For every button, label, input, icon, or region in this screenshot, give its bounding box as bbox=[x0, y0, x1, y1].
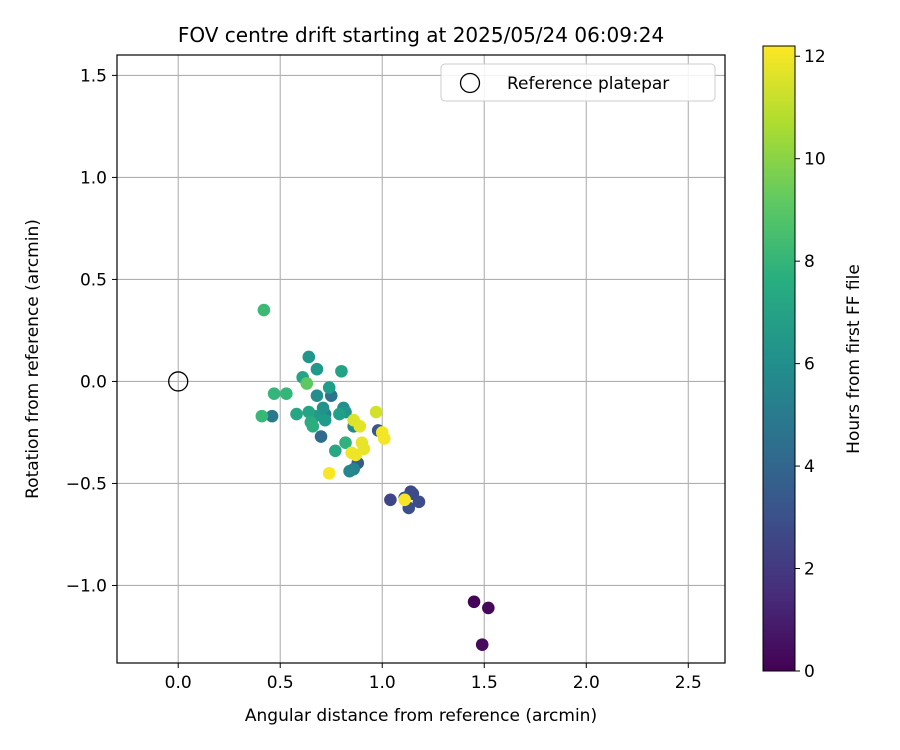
legend-box bbox=[440, 63, 716, 102]
data-point bbox=[300, 377, 314, 390]
data-points bbox=[255, 303, 495, 651]
reference-marker bbox=[168, 371, 189, 392]
colorbar-tick-label: 0 bbox=[804, 662, 815, 682]
x-tick-label: 0.5 bbox=[267, 673, 294, 693]
data-point bbox=[377, 432, 391, 445]
colorbar-tick-label: 4 bbox=[804, 457, 815, 477]
data-point bbox=[322, 381, 336, 394]
data-point bbox=[316, 401, 330, 415]
x-tick-label: 2.0 bbox=[573, 673, 600, 693]
y-tick-label: 1.5 bbox=[80, 66, 107, 86]
x-tick-label: 2.5 bbox=[675, 673, 702, 693]
data-point bbox=[339, 436, 352, 449]
y-tick-label: −0.5 bbox=[66, 474, 107, 494]
grid-lines bbox=[117, 55, 725, 663]
data-point bbox=[310, 389, 324, 403]
x-axis-label: Angular distance from reference (arcmin) bbox=[245, 706, 597, 726]
data-point bbox=[302, 405, 316, 419]
data-point bbox=[412, 495, 426, 509]
data-point bbox=[335, 364, 348, 378]
data-point bbox=[318, 413, 332, 427]
y-tick-label: −1.0 bbox=[66, 576, 107, 596]
legend: Reference platepar bbox=[440, 63, 716, 102]
data-point bbox=[329, 444, 342, 458]
x-tick-label: 0.0 bbox=[165, 673, 192, 693]
colorbar-tick-label: 2 bbox=[804, 560, 815, 580]
y-tick-label: 0.0 bbox=[80, 372, 107, 392]
data-point bbox=[290, 407, 303, 421]
colorbar-tick-label: 12 bbox=[804, 47, 826, 67]
data-point bbox=[265, 409, 279, 423]
x-tick-label: 1.5 bbox=[471, 673, 498, 693]
plot-frame bbox=[116, 54, 726, 664]
data-point bbox=[257, 303, 271, 317]
data-point bbox=[267, 387, 281, 400]
colorbar-tick-label: 10 bbox=[804, 150, 826, 170]
data-point bbox=[343, 464, 356, 478]
colorbar-gradient bbox=[763, 46, 795, 671]
chart-title: FOV centre drift starting at 2025/05/24 … bbox=[178, 23, 664, 47]
colorbar-tick-label: 6 bbox=[804, 355, 815, 375]
data-point bbox=[482, 601, 495, 615]
colorbar-frame bbox=[762, 45, 796, 672]
colorbar-tick-label: 8 bbox=[804, 252, 815, 272]
data-point bbox=[384, 493, 397, 507]
reference-platepar-point bbox=[168, 371, 189, 392]
colorbar-ticks: 0 2 4 6 8 10 12 bbox=[795, 47, 826, 682]
legend-label: Reference platepar bbox=[507, 74, 669, 94]
y-tick-label: 1.0 bbox=[80, 168, 107, 188]
data-point bbox=[302, 350, 316, 364]
y-axis-ticks: −1.0 −0.5 0.0 0.5 1.0 1.5 bbox=[66, 66, 117, 596]
data-point bbox=[322, 466, 336, 480]
y-tick-label: 0.5 bbox=[80, 270, 107, 290]
data-point bbox=[475, 638, 489, 651]
data-point bbox=[280, 387, 293, 400]
data-point bbox=[369, 405, 383, 419]
x-tick-label: 1.0 bbox=[369, 673, 396, 693]
colorbar: 0 2 4 6 8 10 12 Hours from first FF file bbox=[762, 45, 864, 682]
x-axis-ticks: 0.0 0.5 1.0 1.5 2.0 2.5 bbox=[165, 663, 702, 693]
data-point bbox=[353, 420, 367, 433]
legend-marker-icon bbox=[459, 72, 481, 94]
data-point bbox=[467, 595, 481, 609]
data-point bbox=[255, 409, 269, 423]
data-point bbox=[398, 493, 411, 507]
colorbar-label: Hours from first FF file bbox=[844, 264, 864, 454]
data-point bbox=[314, 430, 328, 443]
data-point bbox=[349, 448, 363, 462]
data-point bbox=[310, 362, 324, 376]
y-axis-label: Rotation from reference (arcmin) bbox=[23, 219, 43, 499]
data-point bbox=[333, 407, 346, 421]
data-point bbox=[306, 420, 320, 433]
